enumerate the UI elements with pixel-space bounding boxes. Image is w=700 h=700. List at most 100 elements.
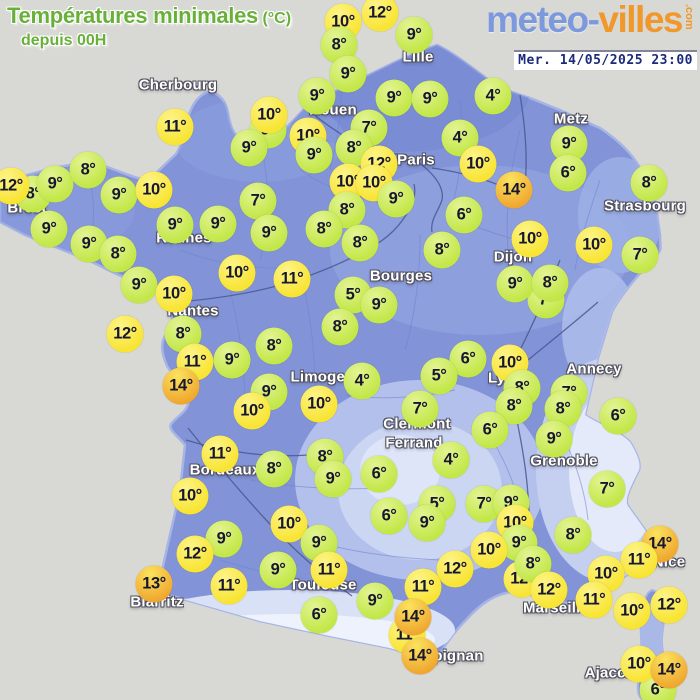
title-unit: (°C)	[262, 10, 292, 27]
temperature-bubble: 7°	[588, 470, 626, 508]
temperature-bubble: 8°	[255, 450, 293, 488]
temperature-bubble: 11°	[310, 551, 348, 589]
temperature-bubble: 14°	[495, 171, 533, 209]
temperature-bubble: 10°	[511, 220, 549, 258]
temperature-bubble: 9°	[30, 210, 68, 248]
temperature-bubble: 6°	[445, 196, 483, 234]
temperature-bubble: 10°	[300, 385, 338, 423]
temperature-bubble: 14°	[650, 651, 688, 689]
temperature-bubble: 9°	[213, 341, 251, 379]
temperature-bubble: 9°	[411, 80, 449, 118]
temperature-bubble: 9°	[496, 265, 534, 303]
temperature-bubble: 8°	[495, 387, 533, 425]
temperature-bubble: 14°	[162, 367, 200, 405]
temperature-bubble: 7°	[401, 390, 439, 428]
temperature-bubble: 4°	[441, 119, 479, 157]
temperature-bubble: 9°	[36, 165, 74, 203]
temperature-bubble: 10°	[459, 145, 497, 183]
temperature-bubble: 8°	[255, 327, 293, 365]
temperature-bubble: 4°	[343, 362, 381, 400]
temperature-bubble: 9°	[395, 16, 433, 54]
temperature-bubble: 8°	[531, 264, 569, 302]
temperature-bubble: 11°	[273, 260, 311, 298]
title-line: Températures minimales (°C)	[7, 3, 291, 29]
logo-text-meteo: meteo-	[486, 0, 600, 40]
temperature-bubble: 8°	[69, 151, 107, 189]
temperature-bubble: 9°	[259, 551, 297, 589]
temperature-bubble: 9°	[120, 266, 158, 304]
temperature-bubble: 11°	[620, 541, 658, 579]
temperature-bubble: 12°	[176, 535, 214, 573]
temperature-bubble: 8°	[320, 26, 358, 64]
temperature-bubble: 8°	[321, 308, 359, 346]
temperature-bubble: 8°	[99, 235, 137, 273]
temperature-bubble: 11°	[201, 435, 239, 473]
temperature-bubble: 8°	[544, 390, 582, 428]
temperature-bubble: 9°	[298, 77, 336, 115]
temperature-bubble: 10°	[470, 531, 508, 569]
temperature-bubble: 9°	[156, 206, 194, 244]
temperature-bubble: 11°	[575, 581, 613, 619]
temperature-bubble: 8°	[305, 210, 343, 248]
logo-text-com: .com	[683, 4, 695, 30]
temperature-bubble: 9°	[535, 420, 573, 458]
temperature-bubble: 9°	[230, 129, 268, 167]
city-label-ferrand: Ferrand	[385, 434, 443, 452]
city-label-paris: Paris	[397, 151, 435, 169]
temperature-bubble: 12°	[361, 0, 399, 32]
temperature-bubble: 8°	[423, 231, 461, 269]
temperature-bubble: 9°	[356, 582, 394, 620]
city-label-grenoble: Grenoble	[530, 452, 598, 470]
temperature-bubble: 14°	[394, 598, 432, 636]
meteo-villes-logo: meteo-villes .com	[486, 0, 695, 40]
temperature-bubble: 6°	[599, 397, 637, 435]
datetime-banner: Mer. 14/05/2025 23:00	[514, 52, 697, 70]
title-block: Températures minimales (°C) depuis 00H	[7, 3, 291, 50]
temperature-bubble: 4°	[474, 77, 512, 115]
temperature-bubble: 10°	[233, 392, 271, 430]
temperature-bubble: 9°	[199, 205, 237, 243]
city-label-limoges: Limoges	[290, 368, 354, 386]
temperature-bubble: 9°	[314, 460, 352, 498]
temperature-bubble: 12°	[530, 571, 568, 609]
logo-text-villes: villes	[598, 0, 683, 40]
page-title: Températures minimales	[7, 3, 258, 28]
temperature-bubble: 9°	[295, 136, 333, 174]
city-label-bourges: Bourges	[369, 267, 433, 285]
temperature-bubble: 12°	[106, 315, 144, 353]
temperature-bubble: 12°	[0, 167, 30, 205]
temperature-bubble: 8°	[554, 516, 592, 554]
temperature-bubble: 13°	[135, 565, 173, 603]
temperature-bubble: 7°	[239, 182, 277, 220]
city-label-strasbourg: Strasbourg	[603, 197, 687, 215]
temperature-bubble: 12°	[436, 550, 474, 588]
temperature-bubble: 7°	[621, 236, 659, 274]
temperature-bubble: 9°	[329, 55, 367, 93]
city-label-cherbourg: Cherbourg	[138, 76, 218, 94]
temperature-bubble: 14°	[401, 637, 439, 675]
subtitle: depuis 00H	[21, 32, 107, 49]
temperature-bubble: 10°	[218, 254, 256, 292]
temperature-bubble: 10°	[155, 275, 193, 313]
temperature-bubble: 9°	[250, 214, 288, 252]
temperature-bubble: 8°	[630, 164, 668, 202]
temperature-bubble: 9°	[408, 504, 446, 542]
temperature-bubble: 6°	[300, 596, 338, 634]
temperature-bubble: 10°	[613, 592, 651, 630]
temperature-bubble: 10°	[135, 171, 173, 209]
temperature-bubble: 8°	[341, 224, 379, 262]
temperature-bubble: 6°	[360, 455, 398, 493]
temperature-bubble: 11°	[156, 108, 194, 146]
temperature-bubble: 6°	[549, 154, 587, 192]
temperature-bubble: 11°	[210, 567, 248, 605]
temperature-bubble: 12°	[650, 586, 688, 624]
temperature-bubble: 9°	[375, 79, 413, 117]
temperature-bubble: 6°	[449, 340, 487, 378]
temperature-bubble: 9°	[100, 176, 138, 214]
city-label-metz: Metz	[553, 110, 589, 128]
temperature-bubble: 6°	[471, 411, 509, 449]
temperature-bubble: 5°	[420, 357, 458, 395]
city-label-annecy: Annecy	[566, 360, 622, 378]
